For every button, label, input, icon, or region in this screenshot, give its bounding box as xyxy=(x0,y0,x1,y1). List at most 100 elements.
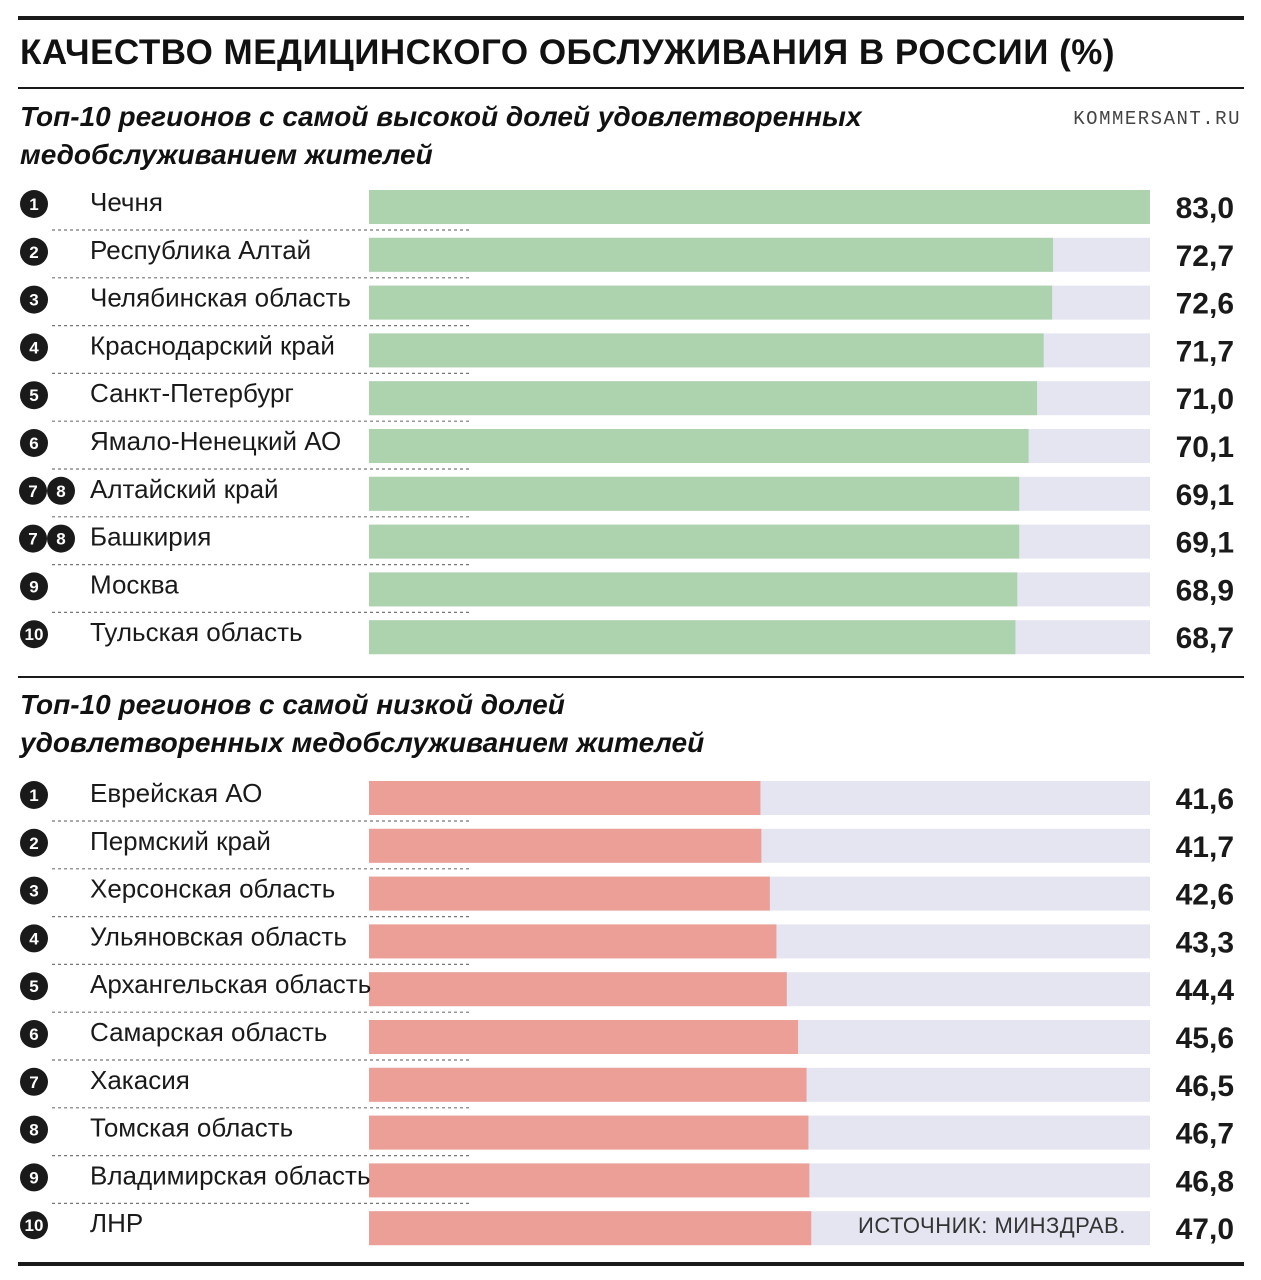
value-label: 41,6 xyxy=(1176,783,1234,816)
section-title-high-line-2: медобслуживанием жителей xyxy=(20,139,433,170)
bar xyxy=(369,620,1016,655)
category-label: Москва xyxy=(90,569,179,599)
rank-badge-label: 5 xyxy=(29,386,38,405)
rank-badge-label: 1 xyxy=(29,195,38,214)
value-label: 46,7 xyxy=(1176,1118,1234,1151)
bar xyxy=(369,924,777,959)
value-label: 70,1 xyxy=(1176,431,1234,464)
bar xyxy=(369,1211,812,1246)
category-label: Самарская область xyxy=(90,1017,327,1047)
rank-badge xyxy=(20,333,48,362)
bar xyxy=(369,429,1029,463)
bar xyxy=(369,828,762,863)
rank-badge-label: 2 xyxy=(29,243,38,262)
rank-badge xyxy=(19,476,47,505)
title-rule xyxy=(18,87,1244,89)
rank-badge xyxy=(19,524,47,553)
rank-badge xyxy=(20,1211,48,1240)
value-label: 68,9 xyxy=(1176,574,1234,607)
rank-badge xyxy=(20,876,48,905)
value-label: 71,0 xyxy=(1176,383,1234,416)
value-label: 46,8 xyxy=(1176,1165,1234,1198)
source-site: KOMMERSANT.RU xyxy=(1073,108,1241,130)
bar xyxy=(369,285,1053,320)
value-label: 72,7 xyxy=(1176,240,1234,273)
category-label: Хакасия xyxy=(90,1065,190,1095)
bottom-rule xyxy=(18,1262,1244,1266)
rank-badge-label: 1 xyxy=(29,786,38,805)
category-label: Чечня xyxy=(90,187,163,217)
rank-badge xyxy=(20,1115,48,1144)
rank-badge xyxy=(20,924,48,953)
category-label: Томская область xyxy=(90,1113,293,1143)
category-label: Пермский край xyxy=(90,826,271,856)
value-label: 41,7 xyxy=(1176,831,1234,864)
section-title-high-line-1: Топ-10 регионов с самой высокой долей уд… xyxy=(20,101,862,132)
category-label: Алтайский край xyxy=(90,474,279,504)
section-title-low-line-1: Топ-10 регионов с самой низкой долей xyxy=(20,689,565,720)
rank-badge xyxy=(47,476,75,505)
rank-badge xyxy=(20,781,48,809)
bar xyxy=(369,572,1018,607)
rank-badge-label: 4 xyxy=(29,929,39,948)
value-label: 43,3 xyxy=(1176,926,1234,959)
section-title-high: Топ-10 регионов с самой высокой долей уд… xyxy=(20,98,862,174)
category-label: Еврейская АО xyxy=(90,778,262,808)
value-label: 42,6 xyxy=(1176,879,1234,912)
category-label: Ямало-Ненецкий АО xyxy=(90,426,341,456)
rank-badge-label: 8 xyxy=(56,482,65,501)
rank-badge-label: 9 xyxy=(29,577,38,596)
bar xyxy=(369,333,1044,368)
rank-badge-label: 7 xyxy=(28,530,37,549)
value-label: 45,6 xyxy=(1176,1022,1234,1055)
rank-badge xyxy=(20,237,48,266)
bar xyxy=(369,237,1054,272)
page-title: КАЧЕСТВО МЕДИЦИНСКОГО ОБСЛУЖИВАНИЯ В РОС… xyxy=(20,33,1116,72)
rank-badge-label: 5 xyxy=(29,977,38,996)
rank-badge xyxy=(20,620,48,649)
bar xyxy=(369,381,1038,416)
rank-badge xyxy=(20,1020,48,1048)
category-label: ЛНР xyxy=(90,1208,143,1238)
rank-badge-label: 7 xyxy=(28,482,37,501)
rank-badge xyxy=(20,381,48,410)
category-label: Республика Алтай xyxy=(90,235,311,265)
bar xyxy=(369,972,787,1007)
bar xyxy=(369,1115,809,1150)
bar xyxy=(369,1163,810,1198)
value-label: 71,7 xyxy=(1176,335,1234,368)
bar xyxy=(369,876,770,911)
section-divider xyxy=(18,676,1244,678)
rank-badge xyxy=(20,190,48,218)
value-label: 72,6 xyxy=(1176,288,1234,321)
bar xyxy=(369,1067,807,1102)
rank-badge xyxy=(20,429,48,457)
rank-badge xyxy=(47,524,75,553)
rank-badge xyxy=(20,972,48,1001)
rank-badge-label: 8 xyxy=(56,530,65,549)
rank-badge-label: 9 xyxy=(29,1168,38,1187)
bar xyxy=(369,524,1020,559)
category-label: Ульяновская область xyxy=(90,921,347,951)
value-label: 68,7 xyxy=(1176,622,1234,655)
rank-badge-label: 10 xyxy=(25,1216,44,1235)
category-label: Краснодарский край xyxy=(90,330,335,360)
value-label: 47,0 xyxy=(1176,1213,1234,1246)
rank-badge-label: 6 xyxy=(29,434,38,453)
section-title-low: Топ-10 регионов с самой низкой долей удо… xyxy=(20,686,704,762)
category-label: Владимирская область xyxy=(90,1160,371,1190)
value-label: 69,1 xyxy=(1176,527,1234,560)
category-label: Тульская область xyxy=(90,617,303,647)
value-label: 46,5 xyxy=(1176,1070,1234,1103)
category-label: Челябинская область xyxy=(90,283,351,313)
category-label: Санкт-Петербург xyxy=(90,378,294,408)
rank-badge-label: 4 xyxy=(29,338,39,357)
rank-badge xyxy=(20,1163,48,1192)
rank-badge xyxy=(20,828,48,857)
bar xyxy=(369,190,1150,224)
value-label: 83,0 xyxy=(1176,192,1234,225)
bar xyxy=(369,781,761,815)
rank-badge xyxy=(20,285,48,314)
rank-badge-label: 6 xyxy=(29,1025,38,1044)
